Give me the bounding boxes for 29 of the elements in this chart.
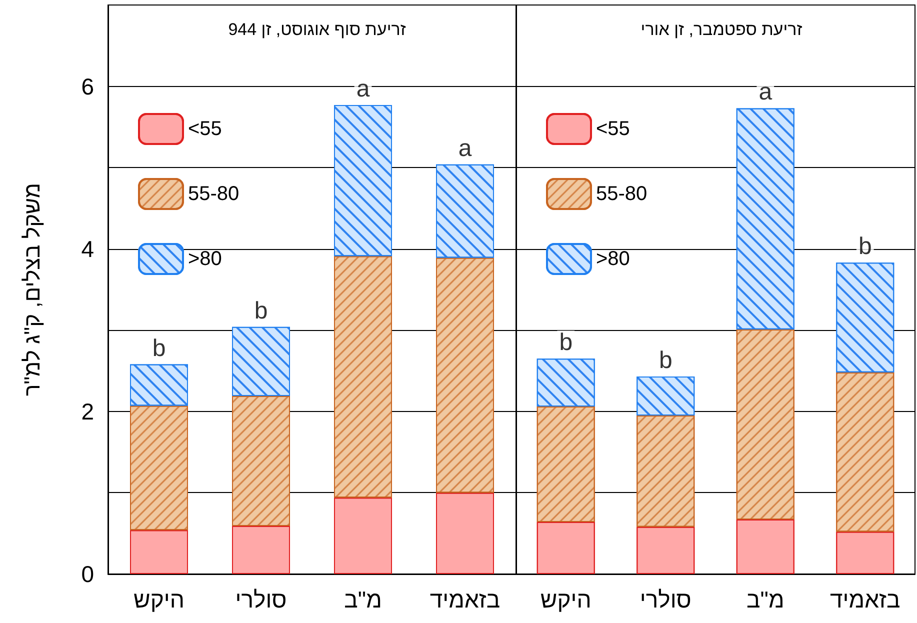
text: זריעת סוף אוגוסט, זן 944 — [228, 20, 406, 39]
x-tick-label: מ"ב — [746, 586, 784, 612]
legend-label: 55-80 — [596, 183, 648, 205]
x-tick-label: היקש — [540, 586, 592, 612]
y-axis-title: משקל בצלים, ק"ג למ"ר — [20, 182, 44, 396]
x-tick-label: היקש — [134, 586, 184, 612]
legend-label: >80 — [596, 248, 630, 270]
annotation: b — [858, 233, 872, 260]
annotation: a — [458, 134, 472, 162]
legend-label: >80 — [188, 248, 222, 270]
y-tick-label: 6 — [81, 73, 94, 100]
annotation: a — [356, 75, 370, 102]
y-tick-label: 0 — [81, 561, 94, 587]
x-tick-label: בזאמיד — [830, 586, 900, 612]
annotation: b — [658, 346, 672, 374]
legend-label: <55 — [188, 118, 222, 140]
annotation: b — [152, 334, 166, 362]
x-tick-label: בזאמיד — [430, 586, 500, 612]
text: זריעת ספטמבר, זן אורי — [640, 20, 803, 39]
y-tick-label: 4 — [81, 236, 94, 262]
legend-label: 55-80 — [188, 183, 240, 205]
annotation: b — [254, 297, 268, 324]
y-tick-label: 2 — [81, 398, 94, 424]
annotation: a — [758, 78, 773, 106]
annotation: b — [559, 329, 573, 356]
legend-label: <55 — [596, 118, 630, 140]
x-tick-label: סולרי — [235, 586, 287, 612]
x-tick-label: סולרי — [640, 586, 692, 612]
x-tick-label: מ"ב — [344, 586, 382, 612]
